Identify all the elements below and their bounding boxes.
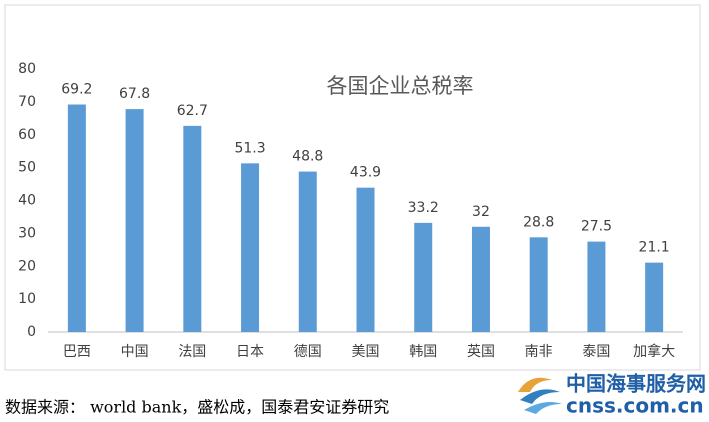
bar <box>471 226 490 332</box>
x-tick-label: 日本 <box>236 344 264 360</box>
chart-frame <box>4 4 701 371</box>
chart-title: 各国企业总税率 <box>327 74 474 98</box>
watermark-url: cnss.com.cn <box>566 394 704 418</box>
watermark-logo <box>518 377 562 414</box>
y-tick-label: 30 <box>18 225 36 241</box>
watermark-name: 中国海事服务网 <box>566 372 706 396</box>
bar <box>645 262 664 332</box>
bar <box>414 222 433 332</box>
value-label: 28.8 <box>523 214 554 230</box>
x-tick-label: 南非 <box>525 344 553 360</box>
x-tick-label: 法国 <box>178 344 206 360</box>
bar <box>241 163 260 332</box>
value-label: 32 <box>472 204 490 220</box>
y-tick-label: 70 <box>18 94 36 110</box>
y-tick-label: 40 <box>18 193 36 209</box>
y-tick-label: 10 <box>18 291 36 307</box>
value-label: 21.1 <box>639 240 670 256</box>
source-note: 数据来源： world bank，盛松成，国泰君安证券研究 <box>5 398 389 417</box>
x-tick-label: 英国 <box>467 343 495 360</box>
x-tick-label: 美国 <box>352 344 380 360</box>
value-label: 67.8 <box>119 86 150 102</box>
value-label: 62.7 <box>177 103 208 119</box>
y-tick-label: 0 <box>27 324 36 340</box>
y-tick-label: 50 <box>18 160 36 176</box>
bar <box>125 109 144 332</box>
x-tick-label: 泰国 <box>582 344 610 360</box>
bar <box>356 187 375 332</box>
bar <box>529 237 548 332</box>
value-label: 27.5 <box>581 219 612 235</box>
bar <box>587 241 606 332</box>
value-label: 48.8 <box>292 149 323 165</box>
value-label: 33.2 <box>408 200 439 216</box>
y-tick-label: 60 <box>18 127 36 143</box>
y-tick-label: 20 <box>18 258 36 274</box>
x-tick-label: 巴西 <box>63 344 91 360</box>
bar <box>67 104 86 332</box>
y-tick-label: 80 <box>18 61 36 77</box>
value-label: 69.2 <box>61 82 92 98</box>
x-tick-label: 德国 <box>294 344 322 360</box>
x-tick-label: 加拿大 <box>633 343 675 360</box>
x-tick-label: 中国 <box>121 344 149 360</box>
value-label: 43.9 <box>350 165 381 181</box>
value-label: 51.3 <box>234 140 265 156</box>
bar <box>298 171 317 332</box>
x-tick-label: 韩国 <box>409 344 437 360</box>
bar <box>183 125 202 332</box>
